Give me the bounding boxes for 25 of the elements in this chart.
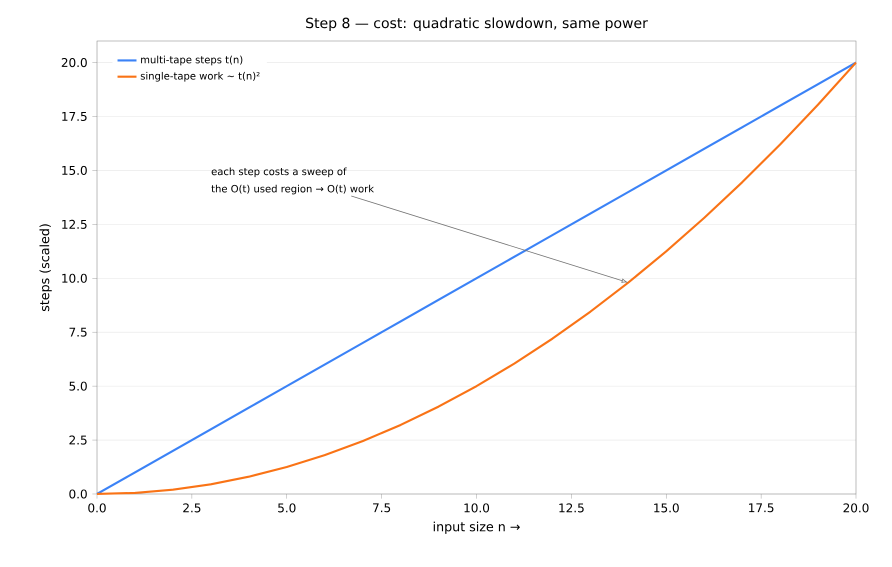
- x-tick-label: 17.5: [749, 503, 774, 512]
- x-axis-title: input size n →: [434, 522, 520, 534]
- x-tick-label: 7.5: [373, 503, 390, 512]
- y-tick-label: 7.5: [70, 328, 87, 337]
- legend-label: multi-tape steps t(n): [141, 56, 242, 66]
- x-tick-label: 2.5: [183, 503, 200, 512]
- y-tick-label: 10.0: [62, 274, 87, 283]
- y-tick-label: 15.0: [62, 166, 87, 175]
- y-tick-label: 17.5: [62, 112, 87, 121]
- y-tick-label: 2.5: [69, 436, 87, 445]
- y-tick-label: 5.0: [69, 382, 87, 391]
- x-tick-label: 0.0: [88, 503, 106, 512]
- x-tick-label: 20.0: [844, 503, 869, 512]
- y-axis-title: steps (scaled): [40, 224, 52, 312]
- annotation: the O(t) used region → O(t) work: [211, 184, 374, 194]
- chart-title: Step 8 — cost: quadratic slowdown, same power: [306, 17, 648, 31]
- x-tick-label: 15.0: [654, 503, 679, 512]
- x-tick-label: 10.0: [464, 503, 490, 512]
- y-tick-label: 12.5: [62, 220, 87, 229]
- y-tick-label: 0.0: [69, 489, 87, 499]
- legend-label: single-tape work ~ t(n)²: [140, 72, 260, 82]
- y-tick-label: 20.0: [62, 58, 87, 68]
- annotation: each step costs a sweep of: [212, 167, 347, 178]
- x-tick-label: 5.0: [278, 503, 296, 512]
- x-tick-label: 12.5: [559, 503, 584, 512]
